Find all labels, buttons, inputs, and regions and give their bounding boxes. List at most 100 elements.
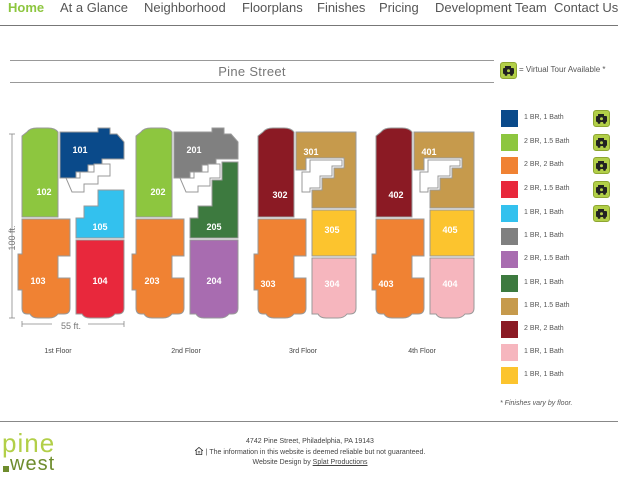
nav-neighborhood[interactable]: Neighborhood [144,0,226,15]
finishes-note: * Finishes vary by floor. [500,400,573,407]
legend-label: 1 BR, 1 Bath [524,209,564,216]
unit-404[interactable] [429,257,475,319]
camera-car-icon[interactable] [593,134,610,151]
page-title: Pine Street [218,64,286,79]
unit-label-101: 101 [72,145,87,155]
legend-item[interactable]: 2 BR, 1.5 Bath [500,181,618,199]
unit-204[interactable] [189,239,239,319]
pine-west-logo[interactable]: pine west [2,430,82,478]
footer-credit-row: Website Design by Splat Productions [140,458,480,468]
unit-304[interactable] [311,257,357,319]
legend-item[interactable]: 1 BR, 1 Bath [500,367,618,385]
unit-label-204: 204 [206,276,221,286]
unit-105[interactable] [75,189,125,239]
legend-label: 2 BR, 1.5 Bath [524,138,570,145]
stairwell [419,159,461,193]
unit-label-201: 201 [186,145,201,155]
camera-car-icon [500,62,517,79]
legend-label: 1 BR, 1.5 Bath [524,302,570,309]
camera-car-icon[interactable] [593,205,610,222]
nav-development-team[interactable]: Development Team [435,0,547,15]
unit-label-404: 404 [442,279,457,289]
unit-103[interactable] [17,218,71,319]
top-nav: Home At a Glance Neighborhood Floorplans… [0,0,618,24]
unit-302[interactable] [257,127,295,218]
legend-label: 1 BR, 1 Bath [524,114,564,121]
unit-201[interactable] [173,127,239,179]
legend-swatch [501,275,518,292]
footer-disclaimer-row: | The information in this website is dee… [140,447,480,458]
legend-item[interactable]: 2 BR, 1.5 Bath [500,134,618,152]
floor-plans-drawing: 100 ft. 55 ft. [7,127,475,331]
unit-303[interactable] [253,218,307,319]
logo-line-1: pine [2,428,56,458]
logo-dot [3,466,9,472]
unit-301[interactable] [295,131,357,209]
unit-label-103: 103 [30,276,45,286]
nav-finishes[interactable]: Finishes [317,0,366,15]
nav-pricing[interactable]: Pricing [379,0,419,15]
unit-403[interactable] [371,218,425,319]
legend-label: 1 BR, 1 Bath [524,371,564,378]
legend-item[interactable]: 1 BR, 1 Bath [500,275,618,293]
nav-contact-us[interactable]: Contact Us [554,0,618,15]
unit-label-203: 203 [144,276,159,286]
unit-label-402: 402 [388,190,403,200]
depth-dimension: 100 ft. [7,225,17,250]
nav-at-a-glance[interactable]: At a Glance [60,0,128,15]
footer-disclaimer: | The information in this website is dee… [205,449,426,456]
unit-305[interactable] [311,209,357,257]
unit-label-304: 304 [324,279,339,289]
unit-label-305: 305 [324,225,339,235]
splat-productions-link[interactable]: Splat Productions [312,459,368,466]
unit-label-202: 202 [150,187,165,197]
footer: 4742 Pine Street, Philadelphia, PA 19143… [140,437,480,468]
floor-4-plan [371,127,475,319]
legend-label: 2 BR, 1.5 Bath [524,185,570,192]
nav-floorplans[interactable]: Floorplans [242,0,303,15]
legend-item[interactable]: 1 BR, 1 Bath [500,344,618,362]
unit-205[interactable] [189,161,239,239]
footer-address: 4742 Pine Street, Philadelphia, PA 19143 [246,438,374,445]
unit-label-205: 205 [206,222,221,232]
stairwell [301,159,343,193]
legend-swatch [501,367,518,384]
legend-item[interactable]: 2 BR, 1.5 Bath [500,251,618,269]
unit-101[interactable] [59,127,125,179]
legend-item[interactable]: 1 BR, 1 Bath [500,228,618,246]
floor-2-plan [131,127,239,319]
legend-item[interactable]: 1 BR, 1.5 Bath [500,298,618,316]
legend-item[interactable]: 1 BR, 1 Bath [500,110,618,128]
stairwell [65,163,111,193]
unit-label-104: 104 [92,276,107,286]
camera-car-icon[interactable] [593,157,610,174]
unit-label-401: 401 [421,147,436,157]
unit-202[interactable] [135,127,173,218]
camera-car-icon[interactable] [593,181,610,198]
unit-102[interactable] [21,127,59,218]
legend-item[interactable]: 2 BR, 2 Bath [500,157,618,175]
unit-104[interactable] [75,239,125,319]
unit-402[interactable] [375,127,413,218]
unit-label-102: 102 [36,187,51,197]
virtual-tour-text: = Virtual Tour Available * [519,65,606,74]
nav-home[interactable]: Home [8,0,45,15]
legend-swatch [501,205,518,222]
unit-405[interactable] [429,209,475,257]
stairwell [179,163,221,193]
unit-label-301: 301 [303,147,318,157]
legend-swatch [501,298,518,315]
camera-car-icon[interactable] [593,110,610,127]
unit-401[interactable] [413,131,475,209]
legend-swatch [501,181,518,198]
legend-item[interactable]: 2 BR, 2 Bath [500,321,618,339]
legend-label: 2 BR, 1.5 Bath [524,255,570,262]
unit-label-403: 403 [378,279,393,289]
legend-swatch [501,157,518,174]
footer-divider [0,421,618,422]
floor-label-4: 4th Floor [408,348,436,355]
unit-203[interactable] [131,218,185,319]
legend-swatch [501,344,518,361]
legend-item[interactable]: 1 BR, 1 Bath [500,205,618,223]
legend-label: 1 BR, 1 Bath [524,279,564,286]
